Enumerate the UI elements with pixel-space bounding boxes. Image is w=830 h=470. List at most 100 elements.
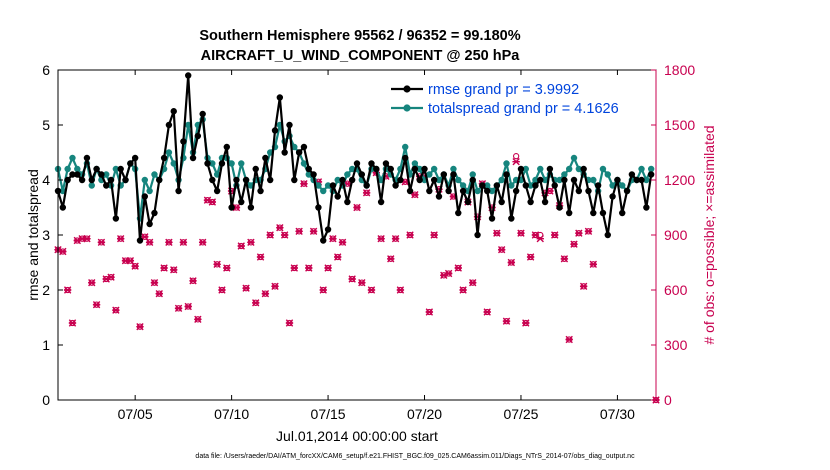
totalspread-point: [565, 165, 573, 173]
y-axis-right-label: # of obs: o=possible; ×=assimilated: [701, 125, 717, 344]
totalspread-point: [170, 160, 177, 167]
totalspread-point: [455, 176, 462, 184]
chart-title-line2: AIRCRAFT_U_WIND_COMPONENT @ 250 hPa: [201, 48, 521, 64]
totalspread-point: [619, 182, 626, 189]
obs-assimilated-point: [497, 245, 506, 254]
rmse-point: [209, 176, 216, 184]
obs-assimilated-point: [271, 282, 279, 291]
rmse-point: [141, 193, 149, 200]
totalspread-point: [416, 165, 423, 173]
rmse-point: [242, 176, 250, 184]
totalspread-point: [103, 171, 110, 178]
totalspread-point: [300, 160, 308, 167]
totalspread-point: [151, 171, 158, 178]
totalspread-point: [503, 160, 510, 167]
obs-assimilated-point: [131, 262, 139, 270]
obs-assimilated-point: [565, 335, 573, 344]
totalspread-point: [498, 176, 505, 184]
x-tick-label: 07/10: [214, 406, 249, 422]
rmse-point: [546, 165, 554, 173]
rmse-point: [565, 209, 573, 217]
obs-assimilated-point: [160, 264, 168, 272]
obs-assimilated-point: [88, 278, 96, 287]
rmse-point: [430, 176, 438, 184]
obs-assimilated-point: [247, 238, 255, 247]
totalspread-point: [570, 154, 578, 162]
totalspread-point: [185, 121, 192, 129]
rmse-point: [363, 182, 370, 189]
obs-assimilated-point: [83, 234, 91, 243]
obs-assimilated-point: [551, 231, 559, 239]
obs-assimilated-point: [170, 266, 178, 274]
totalspread-point: [228, 160, 235, 167]
rmse-point: [151, 209, 158, 217]
obs-assimilated-point: [469, 278, 477, 287]
rmse-point: [329, 182, 337, 189]
totalspread-point: [344, 171, 351, 178]
rmse-point: [527, 198, 534, 206]
rmse-point: [266, 176, 274, 184]
obs-assimilated-point: [309, 227, 318, 236]
rmse-point: [517, 165, 525, 173]
obs-assimilated-point: [329, 234, 337, 243]
obs-assimilated-point: [112, 306, 120, 314]
rmse-point: [508, 215, 515, 222]
obs-assimilated-point: [444, 269, 453, 278]
obs-assimilated-point: [589, 260, 598, 269]
totalspread-point: [638, 165, 645, 173]
legend-box: [386, 80, 650, 118]
rmse-point: [532, 182, 539, 189]
rmse-point: [368, 160, 375, 167]
rmse-point: [421, 165, 428, 173]
plot-area: [58, 70, 656, 400]
totalspread-point: [315, 182, 322, 189]
totalspread-point: [541, 176, 549, 184]
totalspread-point: [334, 176, 341, 184]
rmse-point: [194, 132, 202, 140]
rmse-point: [59, 204, 67, 211]
rmse-point: [98, 171, 105, 178]
obs-assimilated-point: [425, 308, 434, 316]
obs-assimilated-point: [59, 247, 67, 256]
rmse-point: [638, 176, 645, 184]
y-left-tick-label: 5: [42, 117, 50, 133]
obs-assimilated-point: [280, 231, 289, 239]
rmse-point: [440, 171, 448, 178]
obs-assimilated-point: [584, 227, 593, 236]
rmse-point: [127, 160, 134, 167]
x-tick-label: 07/30: [600, 406, 635, 422]
rmse-point: [512, 187, 520, 195]
rmse-point: [300, 143, 308, 151]
totalspread-point: [88, 182, 95, 189]
obs-assimilated-point: [358, 278, 366, 287]
data-file-footer: data file: /Users/raeder/DAI/ATM_forcXX/…: [195, 453, 635, 460]
rmse-point: [112, 215, 120, 222]
obs-assimilated-point: [459, 286, 467, 294]
legend-rmse-label: rmse grand pr = 3.9992: [428, 82, 579, 98]
rmse-point: [387, 165, 394, 173]
obs-assimilated-point: [387, 255, 395, 263]
y-left-tick-label: 0: [42, 392, 50, 408]
totalspread-point: [469, 171, 476, 178]
rmse-point: [305, 165, 312, 173]
rmse-point: [402, 154, 409, 162]
rmse-point: [609, 193, 616, 200]
y-left-tick-label: 2: [42, 282, 50, 298]
y-left-tick-label: 1: [42, 337, 50, 353]
totalspread-point: [575, 165, 583, 173]
obs-assimilated-point: [92, 300, 101, 309]
rmse-point: [233, 176, 240, 184]
totalspread-point: [209, 160, 216, 167]
obs-assimilated-point: [579, 282, 588, 291]
y-right-tick-label: 0: [664, 392, 672, 408]
obs-assimilated-point: [507, 258, 516, 267]
obs-assimilated-point: [295, 227, 303, 236]
rmse-point: [103, 182, 110, 189]
rmse-point: [599, 209, 607, 217]
rmse-point: [131, 154, 139, 162]
obs-assimilated-point: [406, 231, 414, 239]
x-tick-label: 07/15: [311, 406, 346, 422]
obs-assimilated-point: [570, 240, 578, 248]
obs-assimilated-point: [256, 253, 265, 261]
rmse-point: [78, 176, 86, 184]
